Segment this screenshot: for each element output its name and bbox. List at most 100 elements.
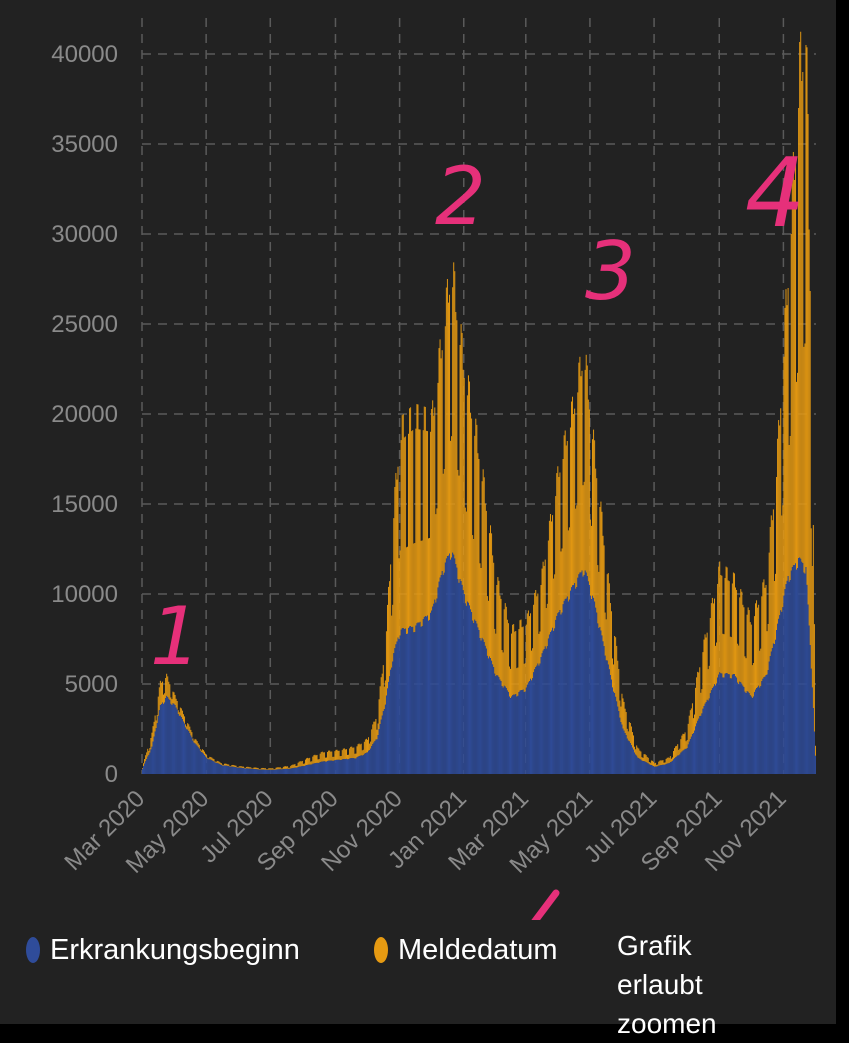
bar-erkrankung xyxy=(478,630,480,774)
bar-melde xyxy=(415,428,417,626)
legend-item-meldedatum[interactable]: Meldedatum xyxy=(374,925,558,975)
bar-melde xyxy=(359,744,361,756)
bar-erkrankung xyxy=(601,635,603,774)
bar-melde xyxy=(474,435,476,620)
bar-melde xyxy=(171,699,173,705)
bar-melde xyxy=(235,765,237,768)
bar-melde xyxy=(290,765,292,769)
bar-melde xyxy=(723,634,725,678)
bar-erkrankung xyxy=(665,763,667,774)
bar-melde xyxy=(675,746,677,758)
bar-erkrankung xyxy=(195,744,197,774)
bar-melde xyxy=(756,600,758,689)
bar-erkrankung xyxy=(499,679,501,774)
bar-erkrankung xyxy=(457,579,459,774)
bar-melde xyxy=(153,721,155,737)
bar-erkrankung xyxy=(165,698,167,774)
bar-melde xyxy=(650,760,652,766)
bar-melde xyxy=(232,764,234,767)
bar-erkrankung xyxy=(703,705,705,774)
bar-melde xyxy=(159,680,161,706)
bar-melde xyxy=(647,757,649,764)
bar-melde xyxy=(537,593,539,664)
bar-melde xyxy=(353,747,355,759)
bar-erkrankung xyxy=(692,733,694,774)
covid-cases-chart[interactable]: 0 5000 10000 15000 20000 25000 30000 35000 40000… xyxy=(0,0,836,920)
bar-erkrankung xyxy=(307,764,309,774)
bar-erkrankung xyxy=(631,747,633,774)
bar-erkrankung xyxy=(616,701,618,774)
bar-erkrankung xyxy=(760,686,762,774)
bar-erkrankung xyxy=(786,580,788,774)
bar-erkrankung xyxy=(186,729,188,774)
bar-erkrankung xyxy=(534,669,536,774)
bar-erkrankung xyxy=(566,596,568,774)
bar-melde xyxy=(324,757,326,762)
bar-erkrankung xyxy=(385,695,387,774)
bar-erkrankung xyxy=(202,753,204,774)
bar-melde xyxy=(226,763,228,766)
bar-melde xyxy=(718,566,720,675)
bar-erkrankung xyxy=(361,755,363,774)
bar-melde xyxy=(217,761,219,764)
bar-melde xyxy=(540,585,542,657)
bar-melde xyxy=(792,151,794,566)
bar-erkrankung xyxy=(161,702,163,774)
bar-erkrankung xyxy=(273,769,275,774)
bar-melde xyxy=(606,574,608,661)
bar-melde xyxy=(343,748,345,759)
bar-erkrankung xyxy=(707,700,709,774)
bar-erkrankung xyxy=(689,738,691,774)
bar-melde xyxy=(619,700,621,718)
bar-erkrankung xyxy=(575,588,577,774)
bar-erkrankung xyxy=(180,717,182,774)
bar-melde xyxy=(557,466,559,614)
bar-erkrankung xyxy=(503,685,505,774)
bar-erkrankung xyxy=(708,698,710,774)
bar-melde xyxy=(372,724,374,745)
bar-erkrankung xyxy=(443,572,445,774)
bar-erkrankung xyxy=(654,766,656,774)
bar-erkrankung xyxy=(151,746,153,774)
bar-erkrankung xyxy=(533,672,535,774)
bar-erkrankung xyxy=(293,767,295,774)
bar-erkrankung xyxy=(458,582,460,774)
bar-erkrankung xyxy=(629,743,631,774)
bar-erkrankung xyxy=(565,598,567,774)
bar-melde xyxy=(213,759,215,762)
bar-melde xyxy=(399,550,401,636)
bar-melde xyxy=(774,573,776,640)
bar-erkrankung xyxy=(758,685,760,774)
bar-melde xyxy=(653,761,654,767)
bar-melde xyxy=(702,652,704,709)
bar-melde xyxy=(249,767,251,769)
bar-melde xyxy=(459,345,461,579)
bar-erkrankung xyxy=(491,660,493,774)
bar-erkrankung xyxy=(578,574,580,774)
bar-melde xyxy=(396,479,398,642)
bar-erkrankung xyxy=(147,756,149,774)
bar-melde xyxy=(521,627,523,691)
bar-melde xyxy=(291,765,293,769)
legend-item-erkrankungsbeginn[interactable]: Erkrankungsbeginn xyxy=(26,925,300,975)
bar-melde xyxy=(164,693,166,703)
bar-erkrankung xyxy=(322,761,324,774)
bar-erkrankung xyxy=(694,730,695,774)
annotation-2: 2 xyxy=(435,150,486,243)
bar-erkrankung xyxy=(466,601,468,774)
y-tick-label: 5000 xyxy=(65,671,118,698)
y-tick-label: 15000 xyxy=(51,491,118,518)
bar-erkrankung xyxy=(487,658,489,774)
bar-melde xyxy=(283,766,285,769)
bar-melde xyxy=(178,712,180,716)
bar-melde xyxy=(566,441,568,597)
bar-erkrankung xyxy=(454,558,456,774)
bar-melde xyxy=(154,715,156,732)
bar-melde xyxy=(490,525,492,659)
bar-erkrankung xyxy=(735,676,737,774)
bar-erkrankung xyxy=(171,704,173,774)
bar-erkrankung xyxy=(783,595,785,774)
bar-erkrankung xyxy=(808,625,810,774)
bar-melde xyxy=(304,759,306,766)
bar-melde xyxy=(165,678,167,699)
